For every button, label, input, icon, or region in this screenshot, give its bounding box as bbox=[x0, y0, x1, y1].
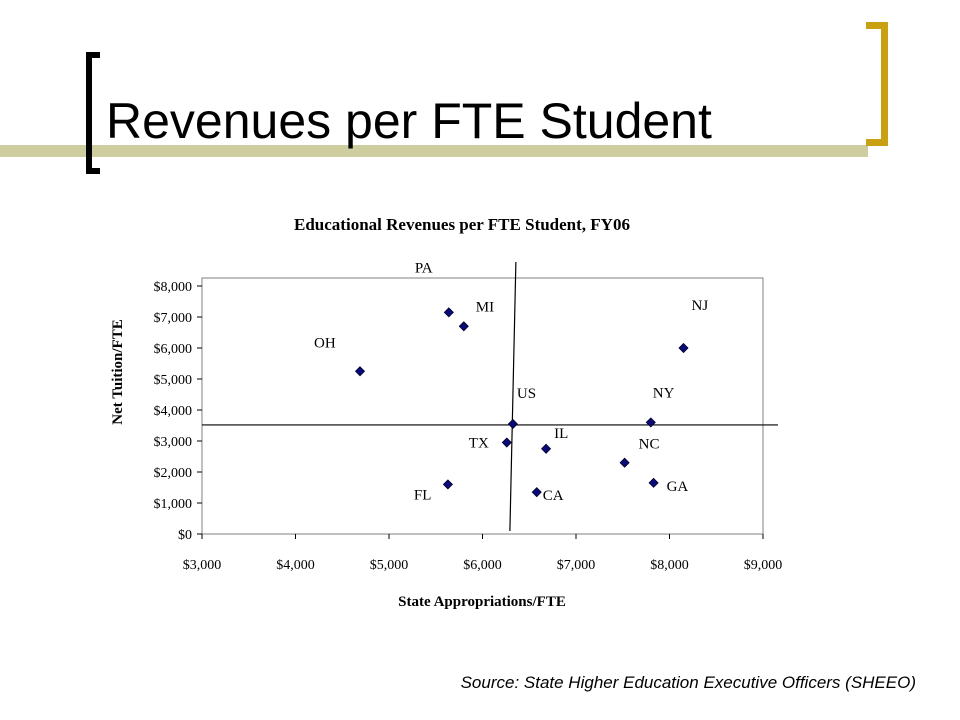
slide-title: Revenues per FTE Student bbox=[106, 93, 712, 149]
point-label-oh: OH bbox=[314, 335, 336, 351]
point-label-fl: FL bbox=[414, 487, 432, 503]
y-axis-ticks: $0 $1,000 $2,000 $3,000 $4,000 $5,000 $6,000 $7… bbox=[154, 280, 202, 543]
data-point-oh bbox=[354, 366, 366, 377]
us-vertical-reference-line bbox=[509, 261, 517, 532]
left-bracket-decoration bbox=[86, 52, 100, 174]
data-point-il bbox=[541, 443, 552, 454]
x-axis-ticks: $3,000 $4,000 $5,000 $6,000 $7,000 $8,000 $9,0… bbox=[183, 534, 783, 573]
x-tick-label: $8,000 bbox=[650, 558, 689, 573]
data-point-nc bbox=[619, 457, 630, 468]
x-tick-label: $7,000 bbox=[557, 558, 596, 573]
point-label-nj: NJ bbox=[692, 298, 709, 314]
y-axis-label: Net Tuition/FTE bbox=[110, 319, 126, 424]
y-tick-label: $5,000 bbox=[154, 373, 193, 388]
point-label-us: US bbox=[517, 386, 536, 402]
point-label-il: IL bbox=[554, 426, 568, 442]
x-tick-label: $5,000 bbox=[370, 558, 409, 573]
source-note: Source: State Higher Education Executive… bbox=[460, 673, 916, 692]
point-labels: PA MI OH NJ US NY TX IL NC GA FL CA bbox=[314, 260, 708, 504]
plot-area bbox=[201, 277, 764, 535]
data-point-pa bbox=[443, 307, 454, 318]
y-tick-label: $7,000 bbox=[154, 311, 193, 326]
x-tick-label: $6,000 bbox=[463, 558, 502, 573]
chart-title: Educational Revenues per FTE Student, FY… bbox=[294, 215, 630, 234]
data-point-fl bbox=[442, 479, 453, 490]
y-tick-label: $1,000 bbox=[154, 497, 193, 512]
point-label-ny: NY bbox=[653, 385, 675, 401]
data-point-us bbox=[507, 418, 518, 430]
point-label-tx: TX bbox=[469, 436, 489, 452]
data-point-ga bbox=[648, 477, 659, 488]
x-tick-label: $4,000 bbox=[276, 558, 315, 573]
data-point-ny bbox=[645, 417, 656, 428]
title-decoration-bar bbox=[0, 145, 868, 157]
y-tick-label: $0 bbox=[178, 528, 192, 543]
data-point-mi bbox=[458, 321, 469, 332]
point-label-mi: MI bbox=[476, 299, 494, 315]
y-tick-label: $4,000 bbox=[154, 404, 193, 419]
data-point-ca bbox=[531, 487, 542, 498]
y-tick-label: $3,000 bbox=[154, 435, 193, 450]
y-tick-label: $2,000 bbox=[154, 466, 193, 481]
x-tick-label: $9,000 bbox=[744, 558, 783, 573]
x-tick-label: $3,000 bbox=[183, 558, 222, 573]
data-point-nj bbox=[678, 342, 689, 354]
point-label-pa: PA bbox=[415, 260, 433, 276]
right-bracket-decoration bbox=[866, 22, 888, 146]
y-tick-label: $6,000 bbox=[154, 342, 193, 357]
data-point-tx bbox=[501, 437, 512, 448]
reference-lines bbox=[202, 261, 778, 532]
point-label-ca: CA bbox=[543, 488, 564, 504]
x-axis-label: State Appropriations/FTE bbox=[398, 594, 566, 610]
y-tick-label: $8,000 bbox=[154, 280, 193, 295]
point-label-nc: NC bbox=[639, 437, 660, 453]
data-points bbox=[354, 307, 689, 498]
point-label-ga: GA bbox=[667, 479, 689, 495]
